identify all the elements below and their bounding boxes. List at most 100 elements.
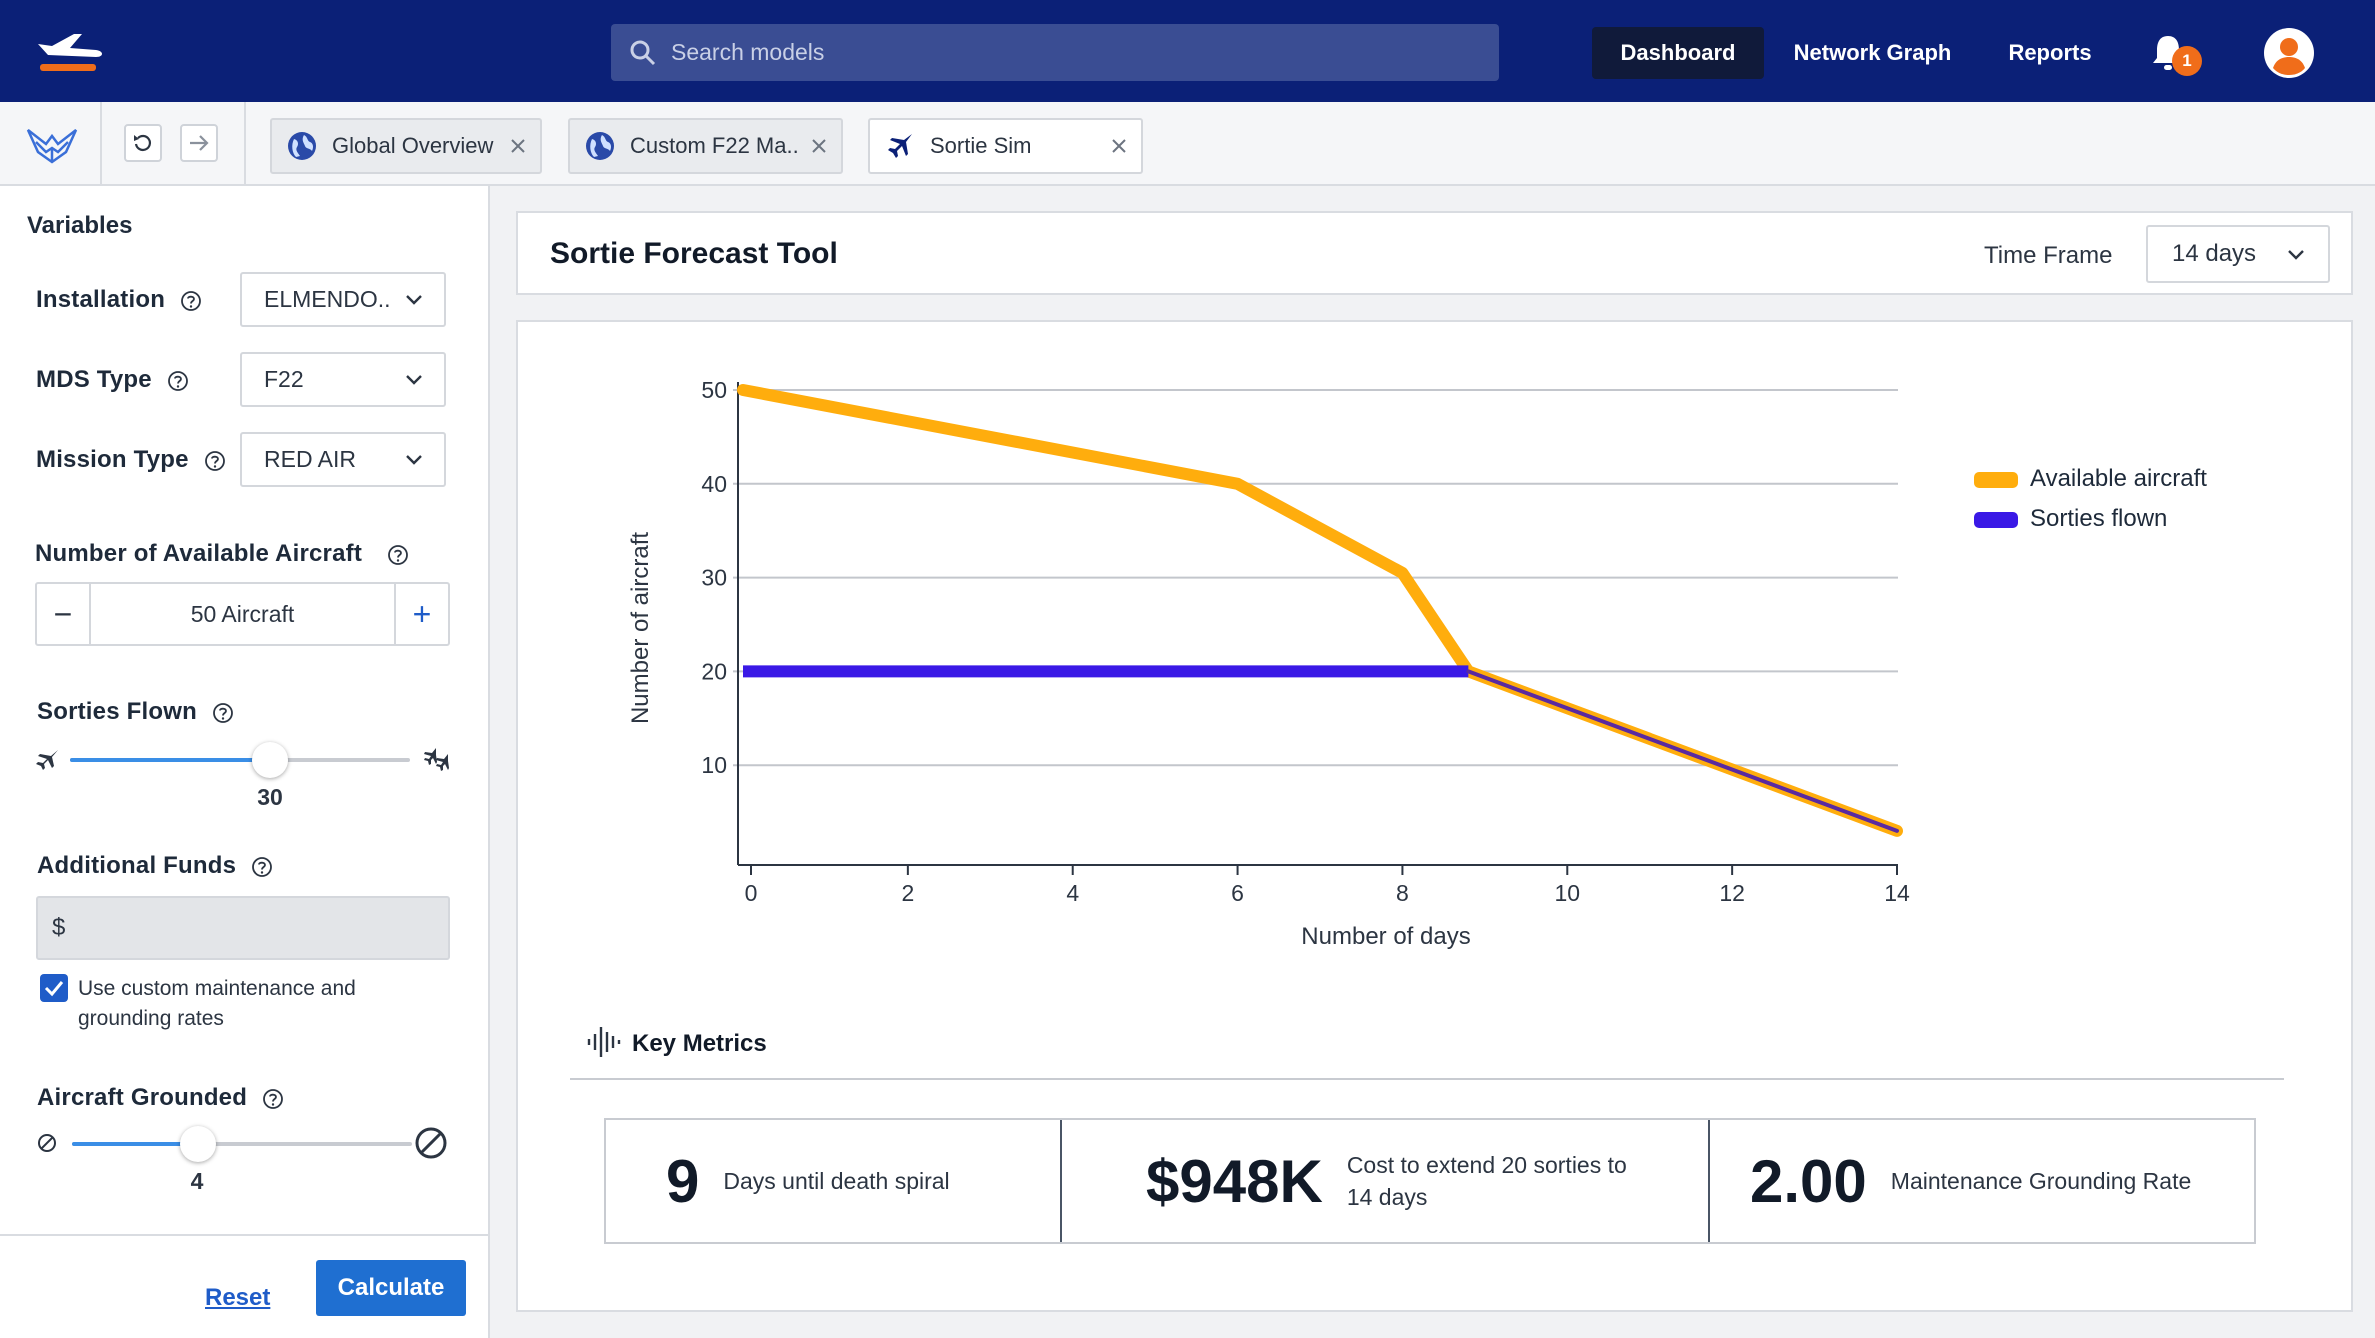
metric-cost-to-extend: $948K Cost to extend 20 sorties to 14 da… xyxy=(1146,1120,1637,1242)
help-icon[interactable] xyxy=(262,1088,284,1110)
decrement-button[interactable]: − xyxy=(37,584,91,644)
metric-value: $948K xyxy=(1146,1147,1323,1215)
additional-funds-label: Additional Funds xyxy=(37,852,273,880)
available-aircraft-label-text: Number of Available Aircraft xyxy=(35,540,363,567)
metric-desc: Days until death spiral xyxy=(723,1168,950,1194)
tab-strip: Global Overview Custom F22 Ma.. Sortie S… xyxy=(0,102,2375,186)
sorties-flown-value: 30 xyxy=(257,784,283,810)
page-title: Sortie Forecast Tool xyxy=(550,237,838,270)
x-tick-label: 10 xyxy=(1554,880,1580,906)
help-icon[interactable] xyxy=(251,856,273,878)
no-entry-small-icon xyxy=(38,1134,56,1152)
x-tick-label: 0 xyxy=(745,880,758,906)
undo-icon xyxy=(134,134,151,151)
x-tick-label: 4 xyxy=(1066,880,1079,906)
waveform-icon xyxy=(587,1027,621,1057)
increment-button[interactable]: + xyxy=(394,584,448,644)
mds-type-value: F22 xyxy=(264,366,304,392)
grounded-slider-track[interactable] xyxy=(72,1142,412,1146)
search-input[interactable]: Search models xyxy=(611,24,1499,81)
calculate-button[interactable]: Calculate xyxy=(316,1260,466,1316)
help-icon[interactable] xyxy=(204,450,226,472)
forecast-panel: 10 20 30 40 50 0 2 4 6 8 10 12 14 Number of days Numbe… xyxy=(516,320,2353,1312)
grounded-slider-fill xyxy=(72,1142,198,1146)
nav-network-graph-button[interactable]: Network Graph xyxy=(1793,40,1952,65)
mds-type-select[interactable]: F22 xyxy=(240,352,446,407)
time-frame-value: 14 days xyxy=(2172,240,2257,267)
close-icon[interactable] xyxy=(1107,134,1131,158)
tool-header: Sortie Forecast Tool Time Frame 14 days xyxy=(516,211,2353,295)
x-tick-label: 14 xyxy=(1884,880,1910,906)
time-frame-select[interactable]: 14 days xyxy=(2146,225,2330,283)
series-line-sorties-flown-overlap xyxy=(1466,669,1899,833)
divider xyxy=(100,102,102,186)
mission-type-label-text: Mission Type xyxy=(36,446,189,473)
divider xyxy=(1060,1120,1062,1242)
search-icon xyxy=(630,40,656,66)
aircraft-grounded-label: Aircraft Grounded xyxy=(37,1084,284,1112)
metric-desc: Maintenance Grounding Rate xyxy=(1890,1168,2192,1194)
chevron-down-icon xyxy=(2288,250,2304,260)
close-icon[interactable] xyxy=(807,134,831,158)
airplane-logo-icon[interactable] xyxy=(30,24,110,78)
mds-type-label: MDS Type xyxy=(36,366,189,394)
metric-days-until-death-spiral: 9 Days until death spiral xyxy=(666,1120,950,1242)
notification-badge: 1 xyxy=(2172,46,2202,76)
y-tick-label: 50 xyxy=(701,377,727,403)
custom-rates-checkbox[interactable] xyxy=(40,974,68,1002)
mds-type-label-text: MDS Type xyxy=(36,366,152,393)
x-tick-label: 8 xyxy=(1396,880,1409,906)
air-force-emblem-icon[interactable] xyxy=(24,122,80,168)
close-icon[interactable] xyxy=(506,134,530,158)
help-icon[interactable] xyxy=(167,370,189,392)
sorties-slider-fill xyxy=(70,758,270,762)
divider xyxy=(1708,1120,1710,1242)
help-icon[interactable] xyxy=(180,290,202,312)
sidebar-footer: Reset Calculate xyxy=(0,1234,488,1338)
metric-maintenance-grounding-rate: 2.00 Maintenance Grounding Rate xyxy=(1750,1120,2191,1242)
divider xyxy=(244,102,246,186)
search-placeholder: Search models xyxy=(671,39,825,65)
metric-value: 9 xyxy=(666,1147,700,1215)
tab-custom-f22[interactable]: Custom F22 Ma.. xyxy=(568,118,843,174)
tab-label: Sortie Sim xyxy=(930,133,1032,158)
tab-global-overview[interactable]: Global Overview xyxy=(270,118,542,174)
x-axis-label: Number of days xyxy=(1301,923,1470,950)
key-metrics-title: Key Metrics xyxy=(632,1030,767,1057)
variables-sidebar: Variables Installation ELMENDO.. MDS Typ… xyxy=(0,186,490,1338)
additional-funds-input[interactable]: $ xyxy=(36,896,450,960)
sorties-slider-thumb[interactable] xyxy=(252,742,288,778)
undo-button[interactable] xyxy=(124,124,162,162)
multiple-jets-icon xyxy=(424,748,449,771)
x-tick-label: 6 xyxy=(1231,880,1244,906)
user-avatar-icon[interactable] xyxy=(2264,28,2314,78)
nav-reports-button[interactable]: Reports xyxy=(2008,40,2092,65)
nav-dashboard-button[interactable]: Dashboard xyxy=(1592,27,1764,79)
installation-value: ELMENDO.. xyxy=(264,286,391,312)
available-aircraft-stepper: − 50 Aircraft + xyxy=(35,582,450,646)
installation-select[interactable]: ELMENDO.. xyxy=(240,272,446,327)
sorties-flown-label-text: Sorties Flown xyxy=(37,698,197,725)
forward-button[interactable] xyxy=(180,124,218,162)
mission-type-select[interactable]: RED AIR xyxy=(240,432,446,487)
tab-label: Custom F22 Ma.. xyxy=(630,133,799,158)
x-tick-label: 12 xyxy=(1719,880,1745,906)
installation-label: Installation xyxy=(36,286,202,314)
arrow-right-icon xyxy=(190,135,209,151)
y-axis-label: Number of aircraft xyxy=(627,532,654,724)
tab-label: Global Overview xyxy=(332,133,494,158)
metric-desc: Cost to extend 20 sorties to 14 days xyxy=(1346,1152,1627,1210)
chevron-down-icon xyxy=(406,375,422,385)
no-entry-large-icon xyxy=(415,1127,447,1159)
x-tick-label: 2 xyxy=(901,880,914,906)
tab-sortie-sim[interactable]: Sortie Sim xyxy=(868,118,1143,174)
help-icon[interactable] xyxy=(212,702,234,724)
help-icon[interactable] xyxy=(387,544,409,566)
grounded-slider-thumb[interactable] xyxy=(180,1126,216,1162)
y-tick-label: 40 xyxy=(701,471,727,497)
custom-rates-label: Use custom maintenance and grounding rat… xyxy=(78,977,356,1030)
time-frame-label: Time Frame xyxy=(1984,242,2113,269)
y-tick-label: 10 xyxy=(701,752,727,778)
available-aircraft-value[interactable]: 50 Aircraft xyxy=(190,600,295,627)
reset-link[interactable]: Reset xyxy=(205,1284,271,1311)
